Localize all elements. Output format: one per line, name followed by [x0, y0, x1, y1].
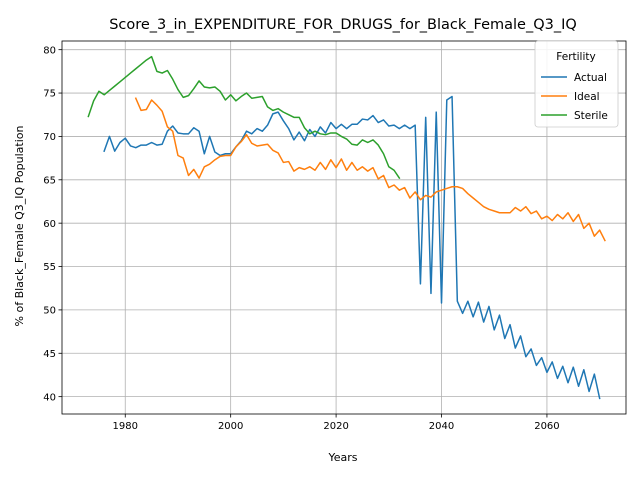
series-line-actual — [103, 95, 601, 400]
legend-label-sterile: Sterile — [574, 110, 608, 122]
legend: Fertility Actual Ideal Sterile — [534, 40, 619, 128]
x-tick-label: 2040 — [429, 421, 454, 432]
plot-area-frame — [61, 40, 627, 415]
series-line-sterile — [87, 55, 401, 180]
y-tick-label: 40 — [43, 392, 56, 403]
axis-ticks: 1980 2000 2020 2040 2060 40 45 50 55 60 65 70 75 80 — [43, 45, 559, 432]
y-tick-label: 50 — [43, 306, 56, 317]
y-axis-label: % of Black_Female Q3_IQ Population — [13, 126, 26, 327]
chart-title: Score_3_in_EXPENDITURE_FOR_DRUGS_for_Bla… — [109, 17, 577, 33]
y-tick-label: 75 — [43, 89, 56, 100]
y-tick-label: 70 — [43, 132, 56, 143]
legend-title: Fertility — [556, 51, 595, 63]
y-tick-label: 45 — [43, 349, 56, 360]
series-lines — [87, 55, 606, 400]
y-tick-label: 65 — [43, 175, 56, 186]
y-tick-label: 60 — [43, 219, 56, 230]
series-line-ideal — [134, 97, 606, 242]
gridlines — [62, 41, 626, 414]
legend-label-ideal: Ideal — [574, 91, 600, 103]
x-tick-label: 2000 — [218, 421, 243, 432]
y-tick-label: 55 — [43, 262, 56, 273]
legend-box — [534, 40, 619, 128]
x-tick-label: 1980 — [113, 421, 138, 432]
x-tick-label: 2020 — [323, 421, 348, 432]
y-tick-label: 80 — [43, 45, 56, 56]
legend-entries: Actual Ideal Sterile — [541, 72, 608, 122]
x-tick-label: 2060 — [534, 421, 559, 432]
x-axis-label: Years — [327, 451, 357, 464]
legend-label-actual: Actual — [574, 72, 607, 84]
